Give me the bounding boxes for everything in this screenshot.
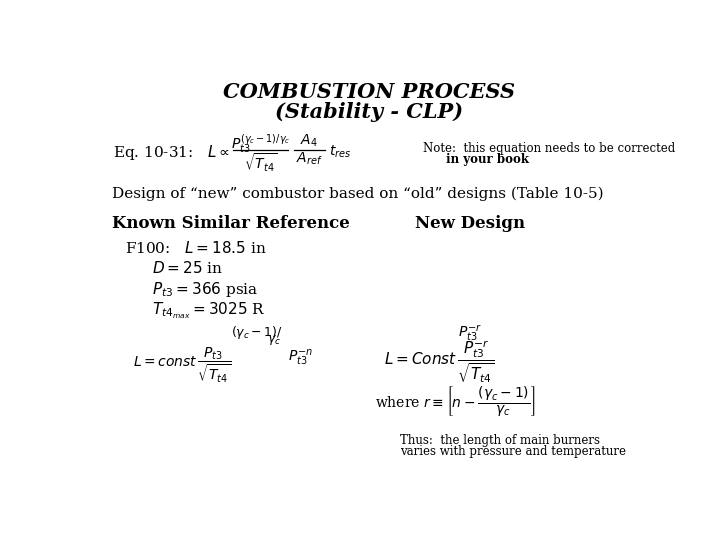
- Text: where $r \equiv \left[n - \dfrac{(\gamma_c - 1)}{\gamma_c}\right]$: where $r \equiv \left[n - \dfrac{(\gamma…: [375, 384, 536, 418]
- Text: Thus:  the length of main burners: Thus: the length of main burners: [400, 434, 600, 448]
- Text: $P_{t3} = 366$ psia: $P_{t3} = 366$ psia: [152, 280, 258, 299]
- Text: New Design: New Design: [415, 215, 525, 232]
- Text: $A_{4}$: $A_{4}$: [300, 132, 318, 149]
- Text: $D = 25$ in: $D = 25$ in: [152, 260, 223, 276]
- Text: $(\gamma_c -1)/$: $(\gamma_c -1)/$: [230, 323, 282, 341]
- Text: $L = const\,\dfrac{P_{t3}}{\sqrt{T_{t4}}}$: $L = const\,\dfrac{P_{t3}}{\sqrt{T_{t4}}…: [132, 346, 230, 386]
- Text: Eq. 10-31:   $L \propto$: Eq. 10-31: $L \propto$: [113, 143, 230, 163]
- Text: $L = Const\,\dfrac{P_{t3}^{-r}}{\sqrt{T_{t4}}}$: $L = Const\,\dfrac{P_{t3}^{-r}}{\sqrt{T_…: [384, 338, 495, 384]
- Text: (Stability - CLP): (Stability - CLP): [275, 102, 463, 122]
- Text: Design of “new” combustor based on “old” designs (Table 10-5): Design of “new” combustor based on “old”…: [112, 186, 603, 201]
- Text: COMBUSTION PROCESS: COMBUSTION PROCESS: [223, 82, 515, 102]
- Text: in your book: in your book: [446, 153, 529, 166]
- Text: $P_{t3}^{-n}$: $P_{t3}^{-n}$: [287, 348, 312, 368]
- Text: $P_{t3}^{-r}$: $P_{t3}^{-r}$: [458, 323, 482, 343]
- Text: F100:   $L = 18.5$ in: F100: $L = 18.5$ in: [125, 240, 266, 256]
- Text: $\gamma_c$: $\gamma_c$: [267, 333, 282, 347]
- Text: $\sqrt{T_{t4}}$: $\sqrt{T_{t4}}$: [244, 151, 277, 174]
- Text: Note:  this equation needs to be corrected: Note: this equation needs to be correcte…: [423, 142, 675, 155]
- Text: $A_{ref}$: $A_{ref}$: [296, 151, 323, 167]
- Text: varies with pressure and temperature: varies with pressure and temperature: [400, 445, 626, 458]
- Text: $T_{t4_{max}} = 3025$ R: $T_{t4_{max}} = 3025$ R: [152, 300, 266, 321]
- Text: $P_{t3}^{(\gamma_c -1)/\gamma_c}$: $P_{t3}^{(\gamma_c -1)/\gamma_c}$: [231, 132, 290, 156]
- Text: Known Similar Reference: Known Similar Reference: [112, 215, 349, 232]
- Text: $t_{res}$: $t_{res}$: [329, 143, 351, 160]
